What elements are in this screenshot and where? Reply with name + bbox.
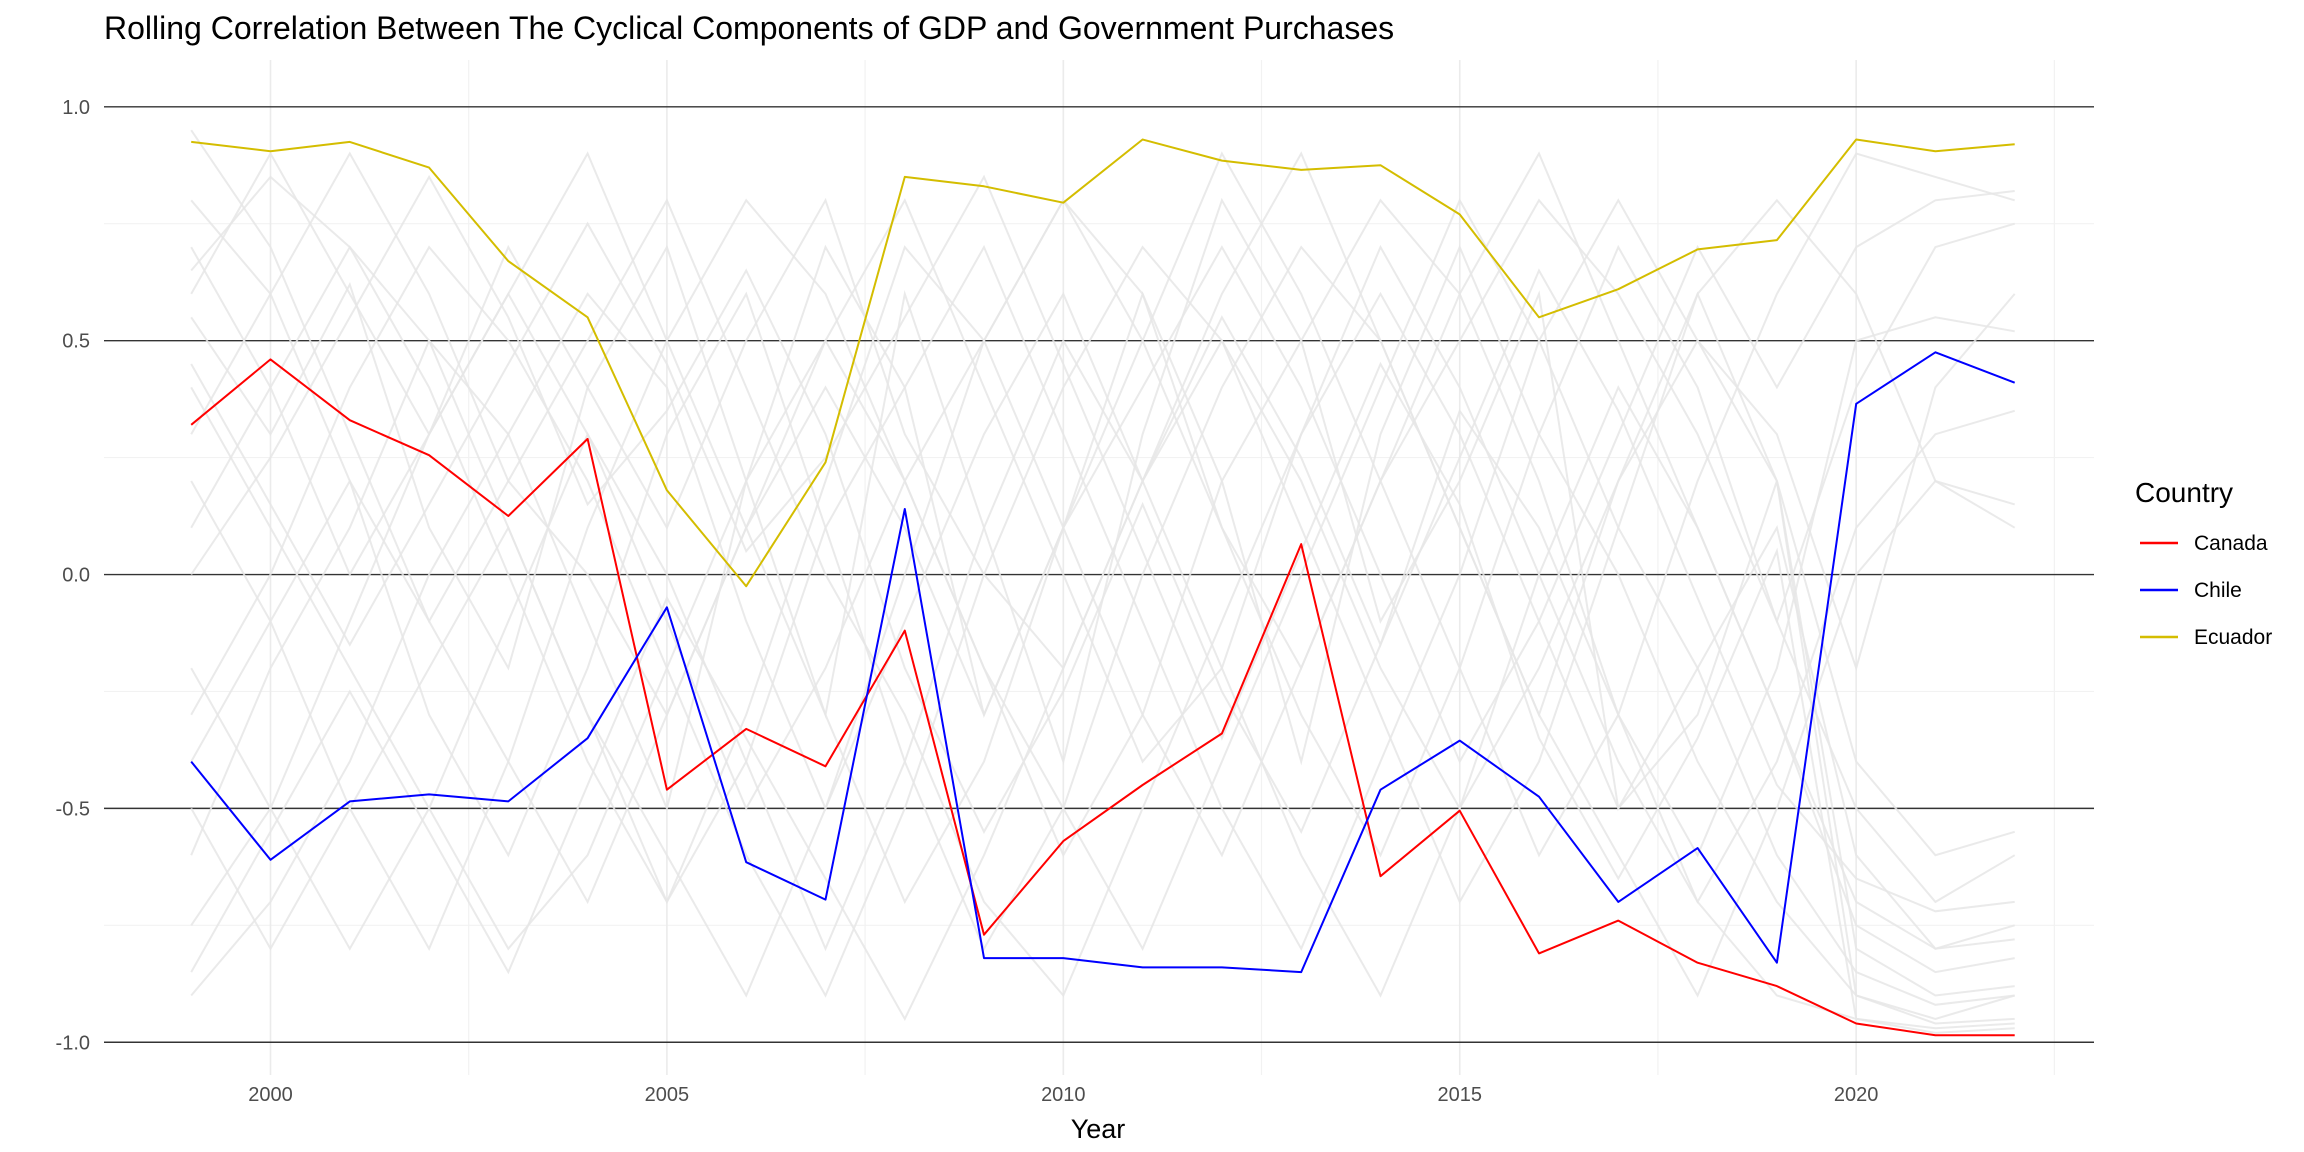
legend-label-canada: Canada [2194,532,2268,555]
background-series-line [190,174,2015,913]
chart-title: Rolling Correlation Between The Cyclical… [104,10,1395,46]
legend-label-ecuador: Ecuador [2194,626,2272,649]
series-line-chile [190,351,2016,974]
x-tick-label: 2020 [1834,1084,1879,1106]
series-line-ecuador [191,138,2015,588]
y-axis-ticks: 1.0 0.5 0.0 -0.5 -1.0 [56,97,90,1054]
x-axis-title: Year [1071,1114,1126,1144]
y-tick-label: -0.5 [56,798,90,820]
y-tick-label: -1.0 [56,1032,90,1054]
background-series-line [190,315,2015,1022]
highlighted-series-lines [190,138,2016,1037]
background-series-lines [190,129,2016,1034]
legend-title: Country [2135,477,2233,508]
background-series-line [190,129,2015,998]
major-grid [104,60,2094,1075]
background-series-line [190,198,2015,1030]
background-series-line [190,198,2015,951]
background-series-line [190,198,2016,997]
minor-grid [104,60,2094,1075]
series-line-canada [190,358,2015,1037]
legend-items: Canada Chile Ecuador [2140,532,2272,649]
x-tick-label: 2010 [1041,1084,1086,1106]
y-tick-label: 0.0 [62,565,90,587]
x-tick-label: 2005 [645,1084,690,1106]
background-series-line [190,190,2015,905]
background-series-line [190,151,2015,974]
legend: Country Canada Chile Ecuador [2135,477,2272,649]
legend-label-chile: Chile [2194,579,2242,602]
background-series-line [190,151,2015,1006]
background-series-line [190,151,2015,998]
background-series-line [190,175,2015,905]
background-series-line [190,198,2016,998]
x-axis-ticks: 2000 2005 2010 2015 2020 [248,1084,1878,1106]
background-series-line [190,199,2016,951]
x-tick-label: 2000 [248,1084,293,1106]
x-tick-label: 2015 [1437,1084,1482,1106]
y-tick-label: 0.5 [62,331,90,353]
background-series-line [190,198,2015,997]
y-tick-label: 1.0 [62,97,90,119]
